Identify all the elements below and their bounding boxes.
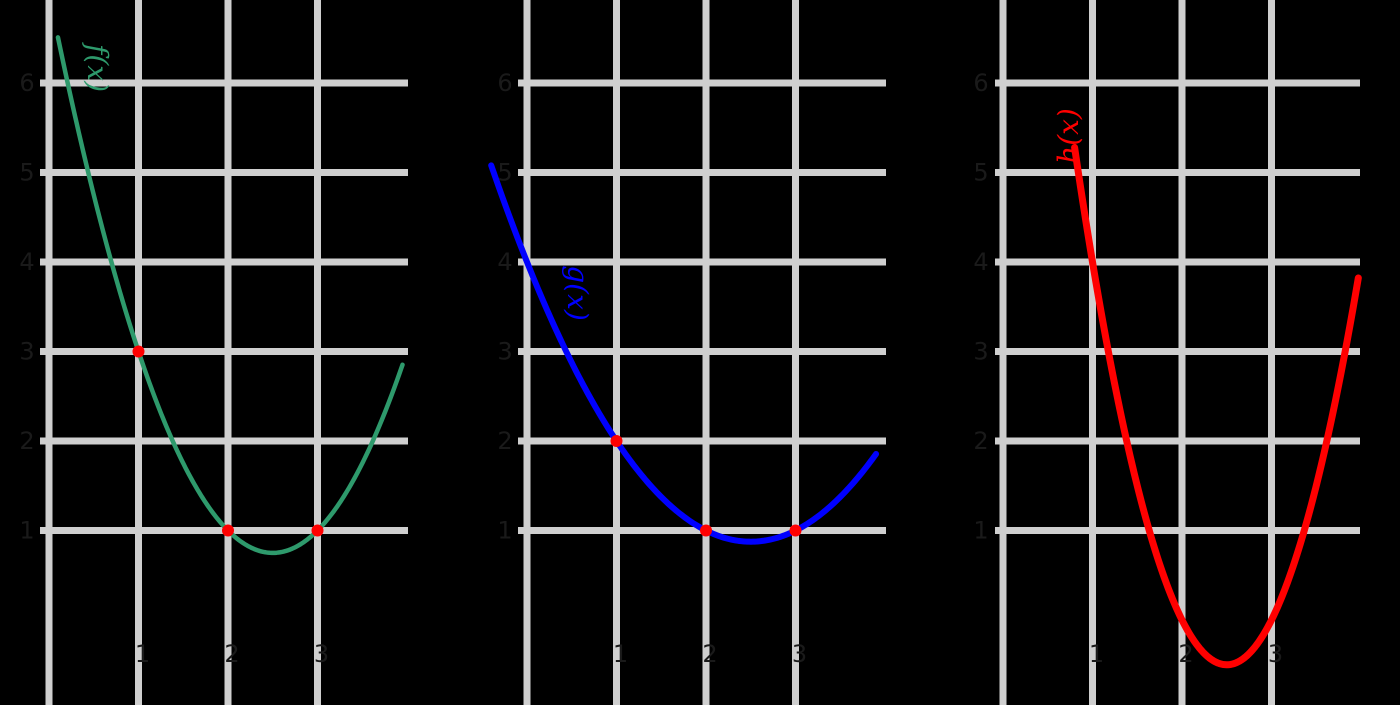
x-tick-label-2: 2 xyxy=(224,640,239,668)
panel-f: 1 2 3 4 5 6 1 2 3 f(x) xyxy=(19,0,408,705)
y-tick-label-6: 6 xyxy=(497,69,512,97)
function-label: g(x) xyxy=(561,265,594,321)
point-1-2 xyxy=(610,435,623,447)
y-tick-label-6: 6 xyxy=(19,69,34,97)
x-tick-label-1: 1 xyxy=(135,640,150,668)
y-tick-label-2: 2 xyxy=(19,427,34,455)
x-tick-label-2: 2 xyxy=(702,640,717,668)
y-tick-label-4: 4 xyxy=(497,248,512,276)
function-label: h(x) xyxy=(1052,108,1085,164)
y-tick-label-2: 2 xyxy=(973,427,988,455)
x-tick-label-3: 3 xyxy=(1268,640,1283,668)
y-tick-label-5: 5 xyxy=(497,159,512,187)
y-tick-label-1: 1 xyxy=(19,517,34,545)
y-tick-label-6: 6 xyxy=(973,69,988,97)
x-tick-label-2: 2 xyxy=(1178,640,1193,668)
y-tick-label-1: 1 xyxy=(497,517,512,545)
panel-g: 1 2 3 4 5 6 1 2 3 g(x) xyxy=(488,0,886,705)
point-2-1 xyxy=(700,524,712,537)
curve-h(x) xyxy=(1071,143,1362,669)
x-tick-label-3: 3 xyxy=(792,640,807,668)
point-3-1 xyxy=(789,524,802,537)
y-tick-label-1: 1 xyxy=(973,517,988,545)
panel-h: 1 2 3 4 5 6 1 2 3 h(x) xyxy=(973,0,1362,705)
y-tick-label-5: 5 xyxy=(973,159,988,187)
x-tick-label-1: 1 xyxy=(613,640,628,668)
y-tick-label-5: 5 xyxy=(19,159,34,187)
y-tick-label-2: 2 xyxy=(497,427,512,455)
point-2-1 xyxy=(222,524,234,537)
y-tick-label-3: 3 xyxy=(497,338,512,366)
point-1-3 xyxy=(132,345,145,358)
y-tick-label-3: 3 xyxy=(973,338,988,366)
y-tick-label-4: 4 xyxy=(973,248,988,276)
y-tick-label-3: 3 xyxy=(19,338,34,366)
x-tick-label-3: 3 xyxy=(314,640,329,668)
point-3-1 xyxy=(311,524,324,537)
curve-g(x) xyxy=(488,162,880,545)
function-label: f(x) xyxy=(81,42,114,92)
x-tick-label-1: 1 xyxy=(1089,640,1104,668)
y-tick-label-4: 4 xyxy=(19,248,34,276)
